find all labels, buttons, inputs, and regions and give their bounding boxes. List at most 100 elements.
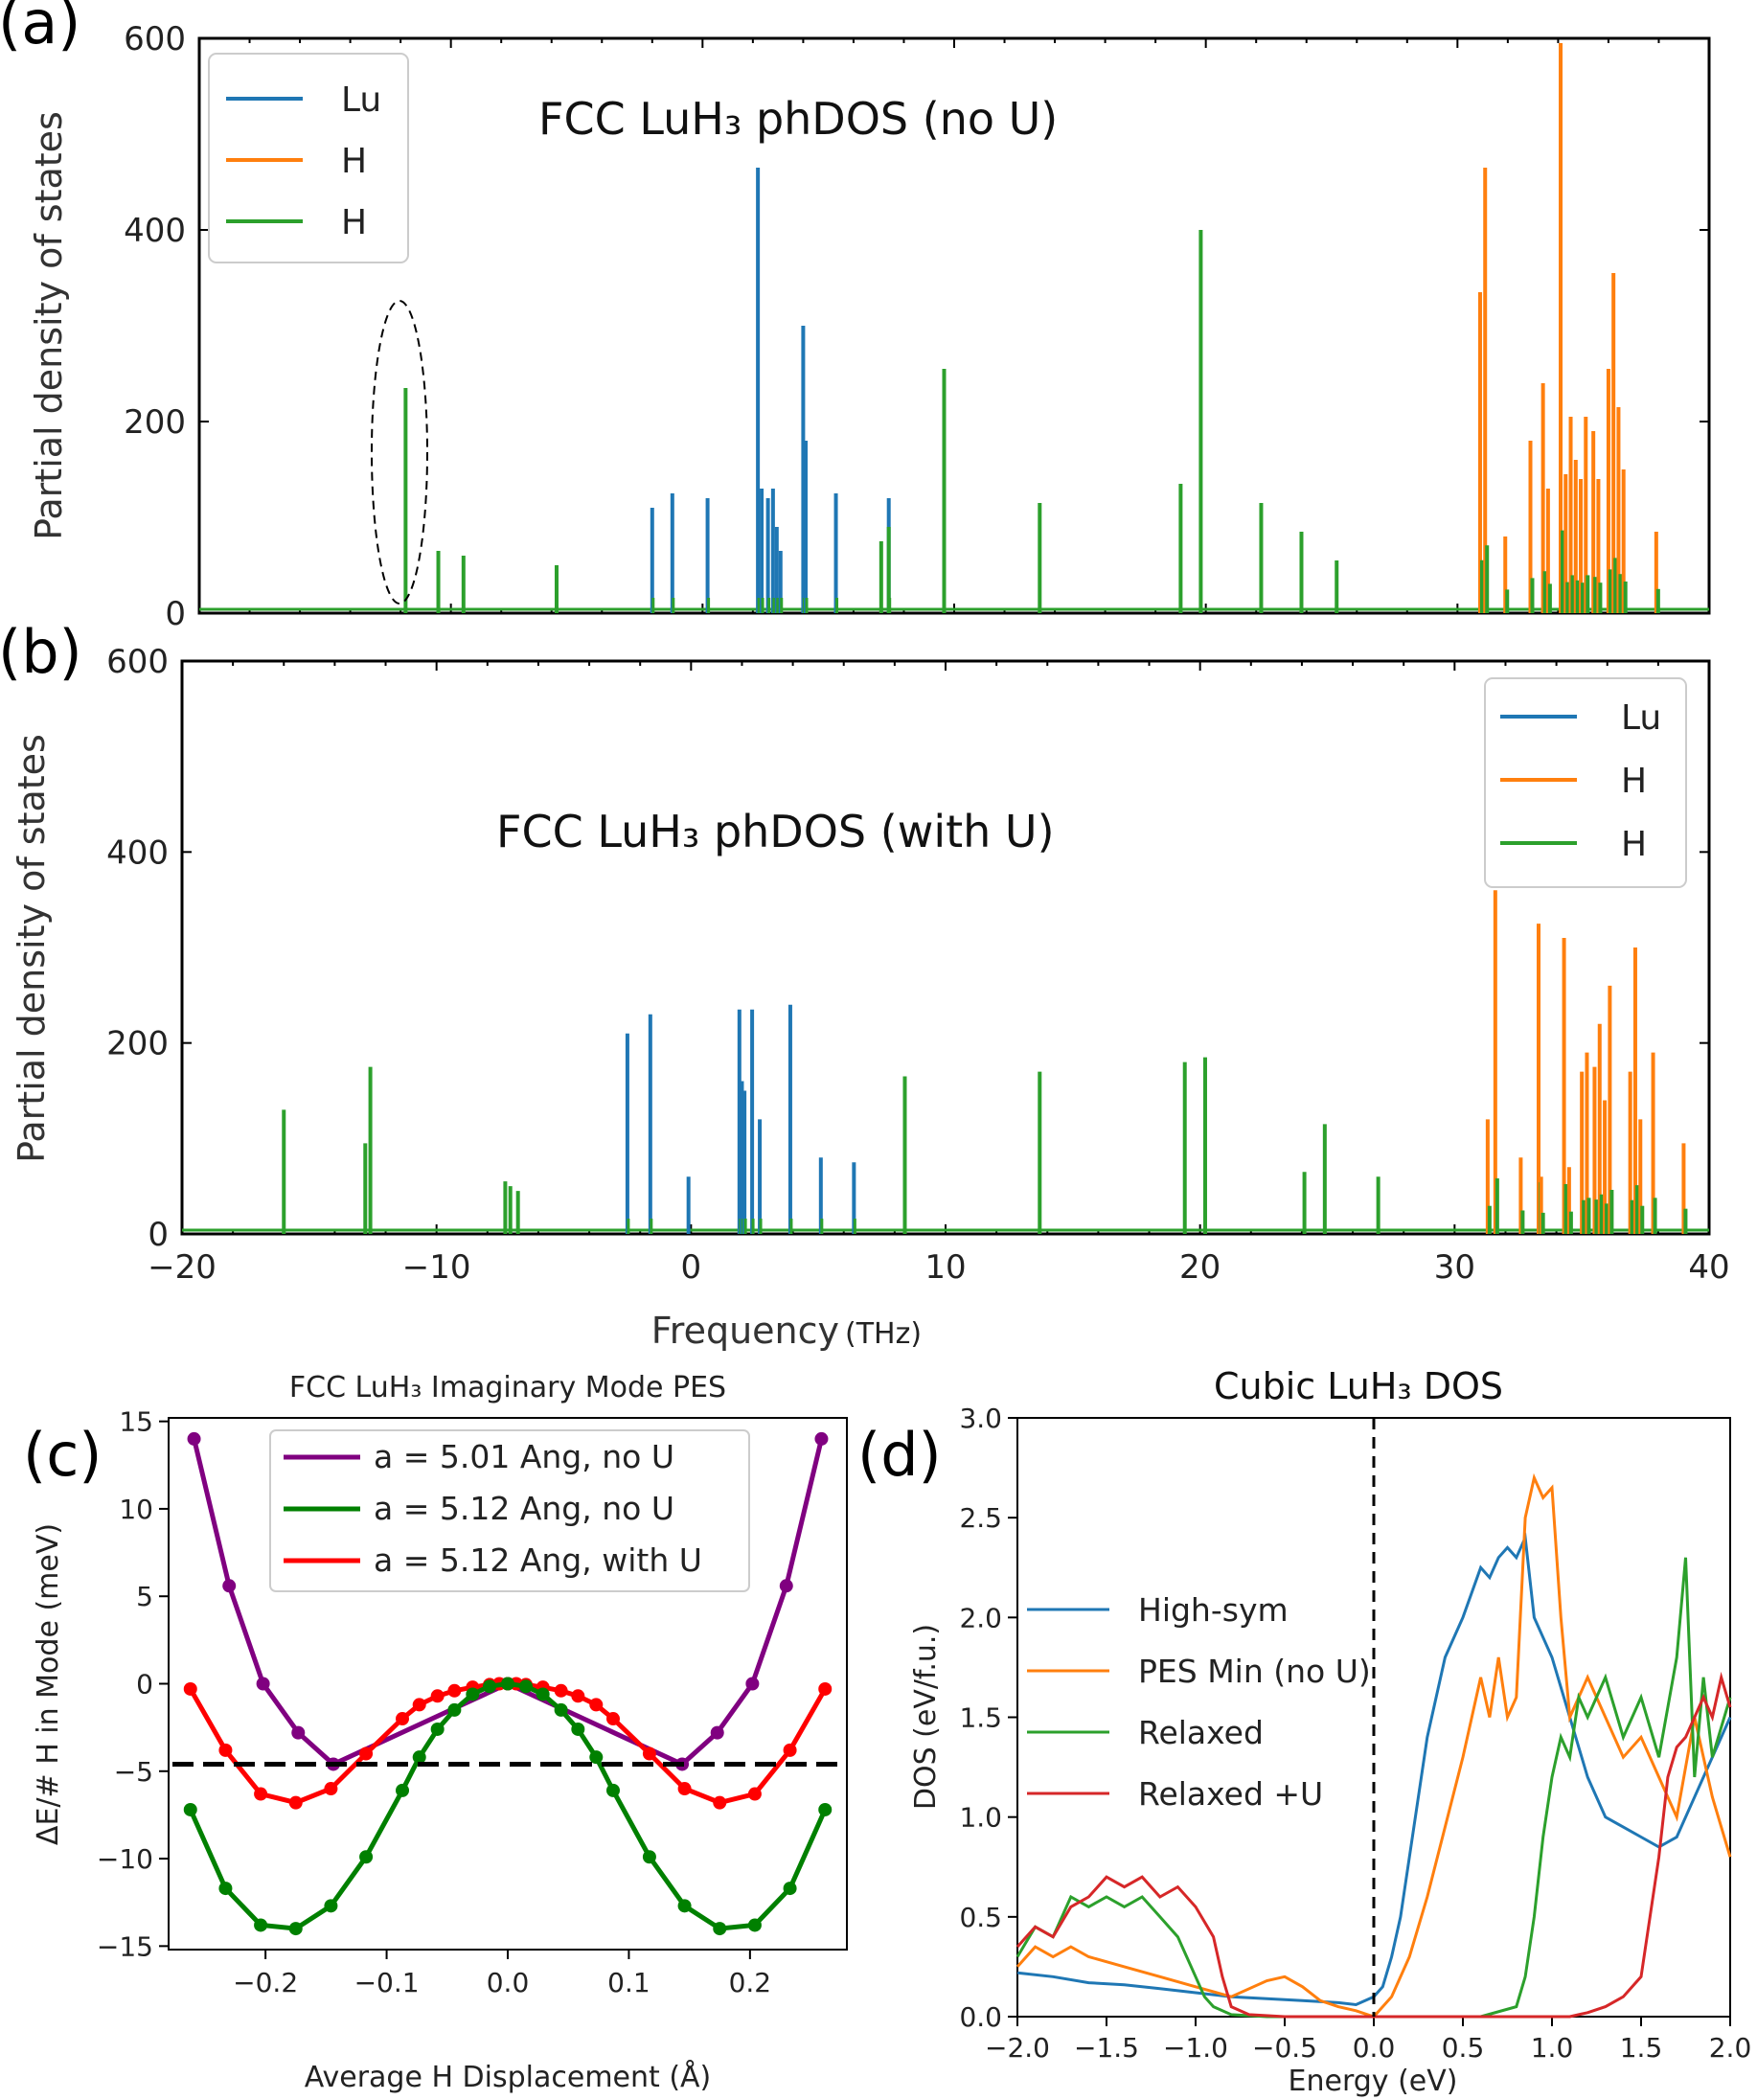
- point-c-2-5: [359, 1746, 374, 1761]
- point-c-2-3: [288, 1795, 303, 1810]
- point-c-1-18: [605, 1783, 620, 1797]
- panel-label-a: (a): [0, 0, 80, 57]
- ytick-label-d-4: 2.0: [959, 1602, 1002, 1633]
- point-c-2-8: [430, 1689, 445, 1703]
- legend-label-lu-b: Lu: [1621, 698, 1661, 738]
- xtick-label-d-8: 2.0: [1709, 2032, 1752, 2064]
- point-c-0-3: [291, 1725, 306, 1740]
- ytick-label-b-2: 400: [106, 833, 169, 872]
- ytick-label-d-5: 2.5: [959, 1502, 1002, 1534]
- point-c-1-10: [466, 1687, 480, 1701]
- point-c-1-21: [713, 1922, 727, 1936]
- point-c-0-8: [745, 1677, 760, 1691]
- legend-label-d4: Relaxed +U: [1138, 1775, 1323, 1813]
- x-ticks-b: −20 −10 0 10 20 30 40: [148, 1248, 1730, 1287]
- point-c-2-25: [783, 1743, 797, 1757]
- ytick-label-d-2: 1.0: [959, 1802, 1002, 1834]
- point-c-2-21: [642, 1746, 656, 1761]
- title-b: FCC LuH₃ phDOS (with U): [496, 806, 1055, 857]
- ytick-label-c-0: −15: [97, 1930, 153, 1962]
- point-c-1-22: [747, 1918, 762, 1932]
- series-line-c-1: [188, 1680, 828, 1931]
- legend-label-c3: a = 5.12 Ang, with U: [374, 1541, 702, 1579]
- xtick-label-d-5: 0.5: [1442, 2032, 1485, 2064]
- panel-d: (d) Cubic LuH₃ DOS −2.0 −1.5 −1.0 −0.5 0.0 0.…: [857, 1365, 1751, 2098]
- legend-label-lu: Lu: [341, 80, 381, 120]
- ytick-label-d-1: 0.5: [959, 1902, 1002, 1933]
- point-c-1-12: [501, 1677, 514, 1691]
- point-c-1-14: [536, 1687, 550, 1701]
- point-c-1-8: [430, 1722, 445, 1736]
- plot-area-c: [172, 1431, 843, 1936]
- title-a: FCC LuH₃ phDOS (no U): [538, 93, 1058, 145]
- xtick-label-c-4: 0.2: [729, 1967, 772, 1998]
- ytick-label-a-1: 200: [124, 403, 186, 442]
- xtick-label-d-1: −1.5: [1074, 2032, 1139, 2064]
- point-c-1-3: [288, 1922, 303, 1936]
- plot-frame-b: [180, 659, 1711, 1236]
- xlabel-unit-b: (THz): [845, 1317, 922, 1351]
- ytick-label-c-6: 15: [119, 1406, 153, 1438]
- point-c-2-0: [183, 1681, 197, 1696]
- panel-b: (b) 0 200 400 600 −20 −10 0 10 20 30 40 FCC LuH₃ …: [0, 617, 1730, 1352]
- bars-b: [182, 890, 1709, 1234]
- ytick-label-c-5: 10: [119, 1494, 153, 1525]
- point-c-0-0: [187, 1431, 201, 1446]
- point-c-1-6: [396, 1783, 410, 1797]
- legend-box-c: [269, 1429, 750, 1592]
- ytick-label-a-0: 0: [165, 595, 186, 633]
- bars-a: [199, 43, 1709, 613]
- xtick-label-c-2: 0.0: [487, 1967, 530, 1998]
- xtick-label-b-3: 10: [924, 1248, 966, 1287]
- panel-a: (a) 0 200 400 600 FCC LuH₃ phDOS (no U) Par…: [0, 0, 1711, 633]
- point-c-2-23: [713, 1795, 727, 1810]
- point-c-0-9: [779, 1579, 793, 1593]
- legend-label-h1-b: H: [1621, 762, 1647, 801]
- point-c-2-1: [218, 1743, 233, 1757]
- xtick-label-c-1: −0.1: [354, 1967, 420, 1998]
- xtick-label-c-3: 0.1: [607, 1967, 650, 1998]
- point-c-1-4: [324, 1899, 338, 1913]
- point-c-2-22: [677, 1782, 692, 1796]
- xlabel-c: Average H Displacement (Å): [305, 2060, 712, 2094]
- point-c-1-23: [783, 1882, 797, 1896]
- ytick-label-c-3: 0: [136, 1669, 153, 1701]
- point-c-2-20: [605, 1712, 620, 1726]
- xlabel-b: Frequency: [651, 1310, 839, 1352]
- legend-label-h2-b: H: [1621, 825, 1647, 864]
- legend-label-d1: High-sym: [1138, 1591, 1289, 1629]
- point-c-1-20: [677, 1899, 692, 1913]
- ytick-label-c-2: −5: [114, 1756, 153, 1788]
- xtick-label-d-0: −2.0: [985, 2032, 1050, 2064]
- ytick-label-c-4: 5: [136, 1581, 153, 1612]
- legend-b: Lu H H: [1484, 677, 1687, 888]
- xtick-label-b-6: 40: [1688, 1248, 1729, 1287]
- point-c-2-24: [747, 1787, 762, 1801]
- xlabel-d: Energy (eV): [1289, 2065, 1458, 2098]
- point-c-1-2: [254, 1918, 268, 1932]
- ytick-label-a-2: 400: [124, 212, 186, 250]
- legend-a: Lu H H: [208, 53, 409, 263]
- point-c-1-19: [642, 1850, 656, 1864]
- point-c-2-7: [412, 1698, 426, 1712]
- point-c-1-13: [518, 1679, 533, 1694]
- xtick-label-d-6: 1.0: [1531, 2032, 1574, 2064]
- ticks-d: −2.0 −1.5 −1.0 −0.5 0.0 0.5 1.0 1.5 2.0 0.0 0.5 1.0…: [959, 1403, 1751, 2064]
- point-c-0-7: [710, 1725, 724, 1740]
- xtick-label-d-3: −0.5: [1252, 2032, 1317, 2064]
- point-c-2-26: [818, 1681, 833, 1696]
- legend-box-a: [208, 53, 409, 263]
- ytick-label-b-1: 200: [106, 1025, 169, 1063]
- panel-label-d: (d): [857, 1420, 942, 1490]
- point-c-1-11: [483, 1679, 497, 1694]
- legend-label-h1: H: [341, 142, 367, 181]
- y-ticks-b: 0 200 400 600: [106, 643, 1710, 1254]
- ylabel-a: Partial density of states: [28, 111, 70, 540]
- xtick-label-b-2: 0: [681, 1248, 702, 1287]
- legend-label-c2: a = 5.12 Ang, no U: [374, 1490, 674, 1527]
- ytick-label-a-3: 600: [124, 20, 186, 58]
- panel-label-b: (b): [0, 617, 82, 687]
- point-c-2-18: [571, 1689, 585, 1703]
- ytick-label-c-1: −10: [97, 1843, 153, 1875]
